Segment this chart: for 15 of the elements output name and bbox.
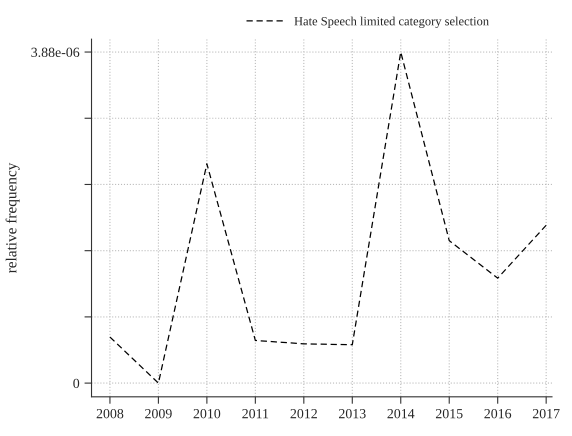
x-tick-label: 2010 [194, 408, 220, 418]
x-tick-label: 2009 [145, 408, 172, 418]
x-tick-label: 2011 [242, 408, 268, 418]
x-tick-label: 2015 [436, 408, 463, 418]
x-tick-label: 2013 [339, 408, 366, 418]
y-axis-title: relative frequency [6, 162, 20, 274]
x-tick-label: 2017 [532, 408, 560, 418]
x-tick-label: 2016 [484, 408, 512, 418]
x-tick-label: 2014 [387, 408, 414, 418]
x-tick-label: 2008 [96, 408, 124, 418]
legend-label: Hate Speech limited category selection [294, 16, 489, 28]
line-series [109, 51, 547, 384]
y-tick-label: 3.88e-06 [31, 48, 80, 58]
x-tick-label: 2012 [290, 408, 317, 418]
y-tick-label: 0 [73, 378, 80, 388]
